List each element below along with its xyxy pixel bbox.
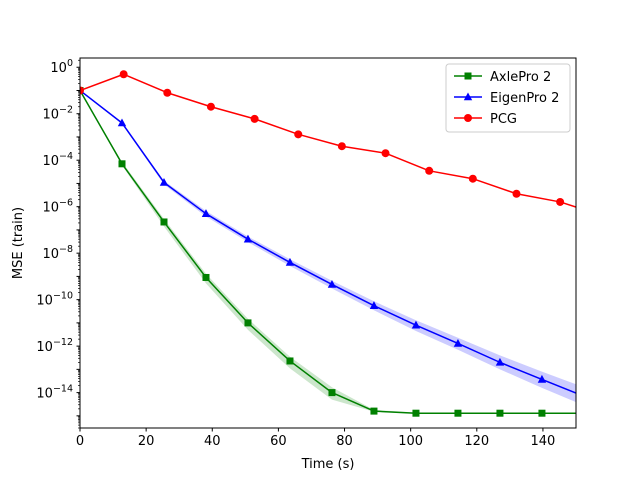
- eigenpro-2-point: [285, 257, 295, 266]
- legend-axlepro-2-label: AxlePro 2: [490, 70, 551, 85]
- x-tick-label: 140: [531, 434, 556, 449]
- eigenpro-2-confidence-band: [80, 90, 576, 403]
- y-tick-label: 100: [50, 58, 73, 76]
- axlepro-2-point: [496, 409, 504, 417]
- x-tick-label: 60: [270, 434, 287, 449]
- axlepro-2-point: [118, 160, 126, 168]
- legend-box: [445, 63, 571, 133]
- y-tick-label: 10−2: [42, 105, 73, 123]
- eigenpro-2-point: [537, 374, 547, 383]
- legend-eigenpro-2-marker: [463, 92, 473, 101]
- y-tick-label: 10−10: [36, 291, 73, 309]
- axlepro-2-point: [538, 409, 546, 417]
- x-axis-label: Time (s): [301, 457, 355, 472]
- y-tick-label: 10−6: [42, 198, 73, 216]
- legend: AxlePro 2 EigenPro 2 PCG: [445, 63, 571, 133]
- x-tick-label: 40: [204, 434, 221, 449]
- pcg-point: [512, 189, 521, 198]
- x-tick-label: 120: [464, 434, 489, 449]
- plot-frame: [79, 57, 577, 429]
- pcg-point: [80, 86, 84, 95]
- axlepro-2-point: [412, 409, 420, 417]
- y-tick-label: 10−4: [42, 151, 73, 169]
- y-axis-label: MSE (train): [11, 207, 26, 279]
- eigenpro-2-point: [495, 357, 505, 366]
- eigenpro-2-point: [369, 301, 379, 309]
- pcg-point: [163, 88, 172, 97]
- eigenpro-2-point: [327, 279, 337, 288]
- pcg-point: [206, 102, 215, 111]
- y-axis-ticks: 100 10−2 10−4 10−6 10−8 10−10 10−12 10−14: [36, 58, 80, 429]
- pcg-point: [468, 174, 477, 183]
- legend-pcg-marker: [464, 114, 472, 122]
- pcg-point: [294, 130, 303, 139]
- eigenpro-2-point: [453, 338, 463, 347]
- y-tick-label: 10−14: [36, 384, 73, 402]
- eigenpro-2-point: [411, 320, 421, 329]
- x-tick-label: 0: [76, 434, 84, 449]
- eigenpro-2-point: [117, 118, 127, 127]
- pcg-point: [119, 70, 128, 79]
- x-tick-label: 20: [138, 434, 155, 449]
- legend-eigenpro-2-label: EigenPro 2: [490, 91, 559, 106]
- axlepro-2-point: [244, 319, 252, 327]
- y-tick-label: 10−12: [36, 337, 73, 355]
- legend-pcg-label: PCG: [490, 112, 517, 127]
- x-tick-label: 100: [398, 434, 423, 449]
- y-tick-label: 10−8: [42, 244, 73, 262]
- pcg-point: [337, 142, 346, 151]
- axlepro-2-point: [370, 407, 378, 415]
- legend-axlepro-2-marker: [464, 72, 472, 80]
- axlepro-2-point: [202, 273, 210, 281]
- axlepro-2-point: [286, 357, 294, 365]
- confidence-bands: [80, 90, 576, 414]
- pcg-point: [556, 197, 565, 206]
- eigenpro-2-point: [159, 177, 169, 186]
- pcg-point: [425, 166, 434, 175]
- x-axis-ticks: 0 20 40 60 80 100 120 140: [76, 428, 555, 449]
- pcg-point: [381, 149, 390, 158]
- eigenpro-2-point: [243, 234, 253, 243]
- axlepro-2-point: [328, 389, 336, 397]
- eigenpro-2-point: [201, 209, 211, 217]
- x-tick-label: 80: [336, 434, 353, 449]
- pcg-point: [250, 114, 259, 123]
- axlepro-2-point: [454, 409, 462, 417]
- series-markers: [80, 70, 565, 417]
- axlepro-2-point: [160, 218, 168, 226]
